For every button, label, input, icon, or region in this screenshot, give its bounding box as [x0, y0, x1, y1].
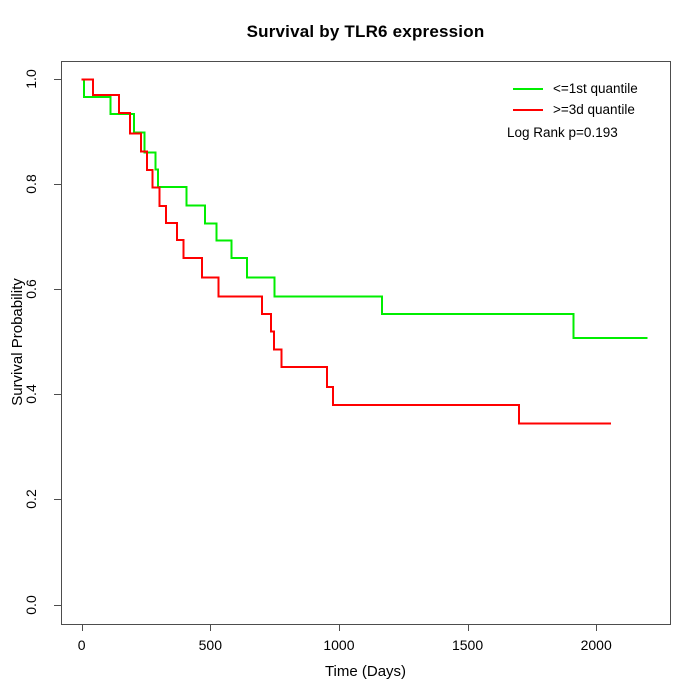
legend-item-first-quantile: <=1st quantile: [495, 78, 638, 99]
plot-box: [61, 61, 671, 625]
y-tick-label: 0.8: [23, 174, 39, 195]
legend-item-third-quantile: >=3d quantile: [495, 99, 638, 120]
km-curve: [81, 78, 611, 425]
green-line-swatch: [513, 87, 543, 90]
legend: <=1st quantile >=3d quantile Log Rank p=…: [495, 78, 638, 140]
legend-label: >=3d quantile: [553, 102, 635, 117]
legend-label: <=1st quantile: [553, 81, 638, 96]
y-tick-label: 0.4: [23, 384, 39, 405]
chart-title: Survival by TLR6 expression: [246, 22, 485, 41]
red-line-swatch: [513, 108, 543, 111]
y-tick-label: 0.0: [23, 594, 39, 615]
y-tick-label: 0.2: [23, 489, 39, 510]
km-curves: [81, 78, 648, 425]
log-rank-annotation: Log Rank p=0.193: [507, 125, 618, 140]
y-tick-label: 1.0: [23, 69, 39, 90]
x-axis-label: Time (Days): [324, 663, 407, 680]
x-tick-label: 0: [77, 637, 86, 653]
x-tick-label: 1500: [451, 637, 484, 653]
x-tick-label: 500: [198, 637, 222, 653]
x-tick-label: 2000: [580, 637, 612, 653]
y-tick-label: 0.6: [23, 279, 39, 300]
x-tick-label: 1000: [323, 637, 355, 653]
axes-layer: [54, 61, 671, 631]
